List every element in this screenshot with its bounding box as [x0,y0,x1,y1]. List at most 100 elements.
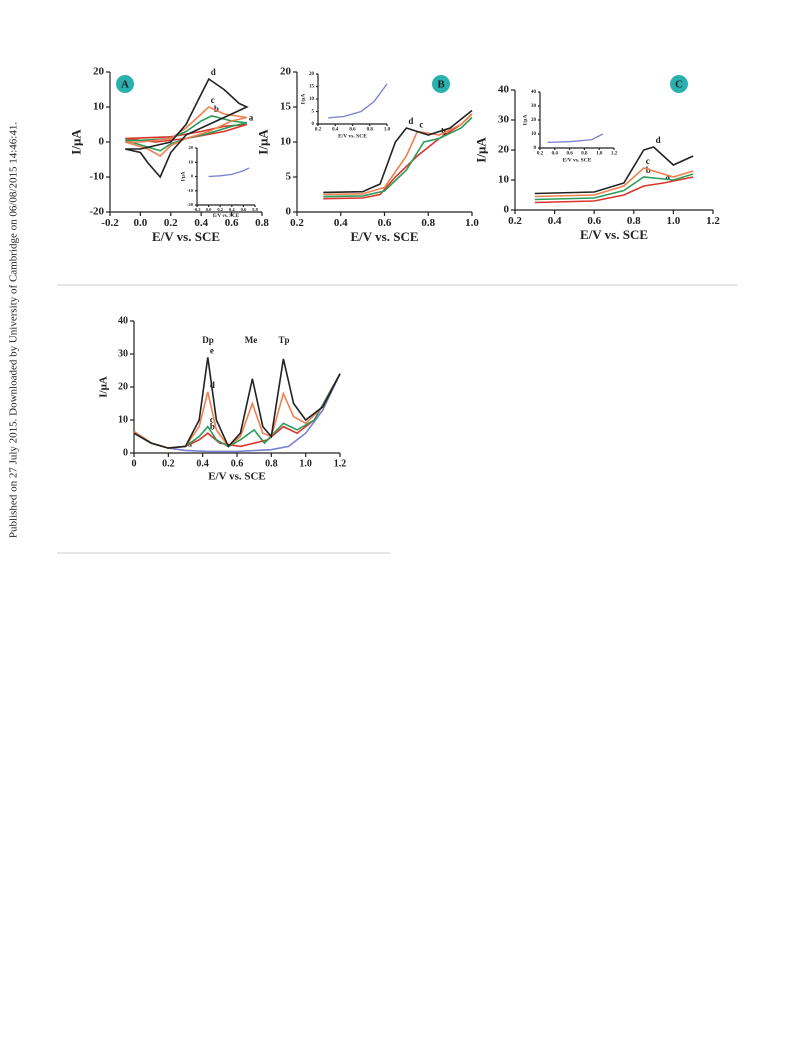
y-tick-label: 0 [99,136,105,148]
y-tick-label: 5 [312,110,315,115]
y-axis-label: I/μA [473,137,488,163]
x-tick-label: 0.4 [194,217,208,229]
x-tick-label: 1.0 [384,128,391,133]
y-tick-label: 10 [309,97,315,102]
x-tick-label: 0.6 [349,128,356,133]
series-label: d [211,67,216,77]
y-tick-label: 0 [312,122,315,127]
x-axis-label: E/V vs. SCE [563,157,592,163]
series-label: e [210,345,214,355]
panel-label: B [437,79,445,91]
x-tick-label: 0.6 [587,215,601,227]
x-tick-label: 0.8 [367,128,374,133]
sidebar-note: Published on 27 July 2015. Downloaded by… [8,122,20,538]
y-tick-label: 15 [309,85,315,90]
y-axis-label: I/μA [255,129,270,155]
x-tick-label: 1.0 [667,215,681,227]
chart: 0.2 0.4 0.6 0.8 1.0 0 5 10 15 20 E/V vs. SCE I/μA [300,72,390,139]
x-tick-label: 0.6 [378,217,392,229]
curve [125,77,249,179]
x-axis-label: E/V vs. SCE [580,227,648,242]
y-tick-label: 40 [498,84,510,96]
y-tick-label: 0 [123,447,128,458]
panel-label: C [675,79,683,91]
y-tick-label: 20 [309,72,315,77]
peak-annotation: Dp [202,335,214,345]
curve [534,176,694,204]
y-tick-label: -10 [89,171,104,183]
y-tick-label: 10 [280,136,292,148]
y-tick-label: 20 [531,118,537,123]
x-tick-label: 0.0 [134,217,148,229]
y-tick-label: -20 [89,206,104,218]
curve [133,357,341,449]
y-tick-label: 10 [531,132,537,137]
x-tick-label: 0.2 [164,217,178,229]
x-tick-label: -0.2 [193,207,201,212]
y-tick-label: 20 [280,66,292,78]
curve [323,109,473,194]
y-tick-label: 15 [280,101,292,113]
y-tick-label: 10 [93,101,105,113]
curve [125,123,248,143]
series-label: c [419,120,423,130]
panel-badge [670,75,688,93]
series-label: b [441,127,446,137]
chart: 0 0.2 0.4 0.6 0.8 1.0 1.2 0 10 20 30 40 E/V vs. SCE I… [98,315,347,482]
x-tick-label: 0.8 [581,152,588,157]
curve [547,133,604,144]
y-tick-label: 10 [189,159,194,164]
series-label: c [646,156,650,166]
curve [208,167,250,178]
x-tick-label: 0 [132,458,137,469]
x-tick-label: 0.0 [206,207,212,212]
curve [323,113,473,200]
x-axis-label: E/V vs. SCE [213,214,240,219]
x-tick-label: 0.8 [265,458,278,469]
y-axis-label: I/μA [98,376,110,398]
x-tick-label: 0.2 [290,217,304,229]
x-tick-label: 0.6 [566,152,573,157]
y-tick-label: 5 [286,171,292,183]
x-tick-label: 1.2 [611,152,618,157]
series-label: a [249,113,254,123]
y-tick-label: 20 [189,145,194,150]
x-tick-label: 0.6 [231,458,244,469]
y-axis-label: I/μA [522,115,528,126]
y-axis-label: I/μA [300,94,306,105]
chart: -0.2 0.0 0.2 0.4 0.6 0.8 -20 -10 0 10 20 E/V vs. SC… [68,66,269,244]
curve [124,114,247,152]
x-tick-label: 0.4 [196,458,209,469]
curve [323,113,473,196]
y-tick-label: 30 [531,104,537,109]
chart: 0.2 0.4 0.6 0.8 1.0 1.2 0 10 20 30 40 E/V vs. SCE I/… [522,90,617,163]
x-tick-label: 0.4 [332,128,339,133]
chart: 0.2 0.4 0.6 0.8 1.0 0 5 10 15 20 E/V vs. SCE I/μA ab… [255,66,479,244]
x-tick-label: 0.8 [421,217,435,229]
x-tick-label: 1.0 [596,152,603,157]
x-tick-label: 0.2 [162,458,175,469]
y-tick-label: 0 [534,146,537,151]
series-label: d [408,116,413,126]
peak-annotation: Tp [278,335,289,345]
y-tick-label: 30 [118,348,128,359]
x-tick-label: 0.4 [552,152,559,157]
x-tick-label: 0.8 [627,215,641,227]
y-tick-label: 0 [191,174,194,179]
curve [534,146,694,195]
chart: -0.2 0.0 0.2 0.4 0.6 0.8 -20 -10 0 10 20 E/V vs. SC… [181,145,258,219]
panel-badge [116,75,134,93]
y-tick-label: 20 [93,66,105,78]
y-tick-label: 10 [118,414,128,425]
x-tick-label: 1.2 [706,215,720,227]
y-tick-label: 10 [498,174,510,186]
y-axis-label: I/μA [68,129,83,155]
y-tick-label: 0 [286,206,292,218]
x-tick-label: 1.0 [465,217,479,229]
series-label: b [210,421,215,431]
y-tick-label: -20 [187,202,194,207]
x-tick-label: 1.0 [299,458,312,469]
y-axis-label: I/μA [181,171,186,181]
